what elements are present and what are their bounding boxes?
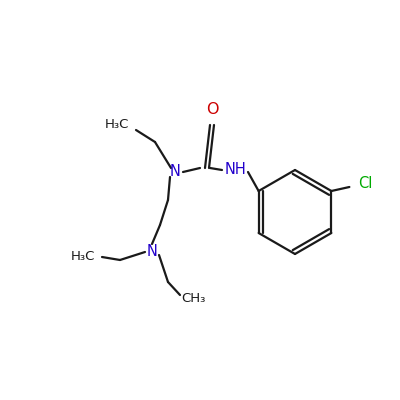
Text: H₃C: H₃C — [71, 250, 95, 264]
Text: Cl: Cl — [358, 176, 372, 190]
Text: O: O — [206, 102, 218, 118]
Text: N: N — [146, 244, 158, 260]
Text: CH₃: CH₃ — [181, 292, 205, 304]
Text: H₃C: H₃C — [105, 118, 129, 132]
Text: NH: NH — [225, 162, 247, 178]
Text: N: N — [170, 164, 180, 180]
